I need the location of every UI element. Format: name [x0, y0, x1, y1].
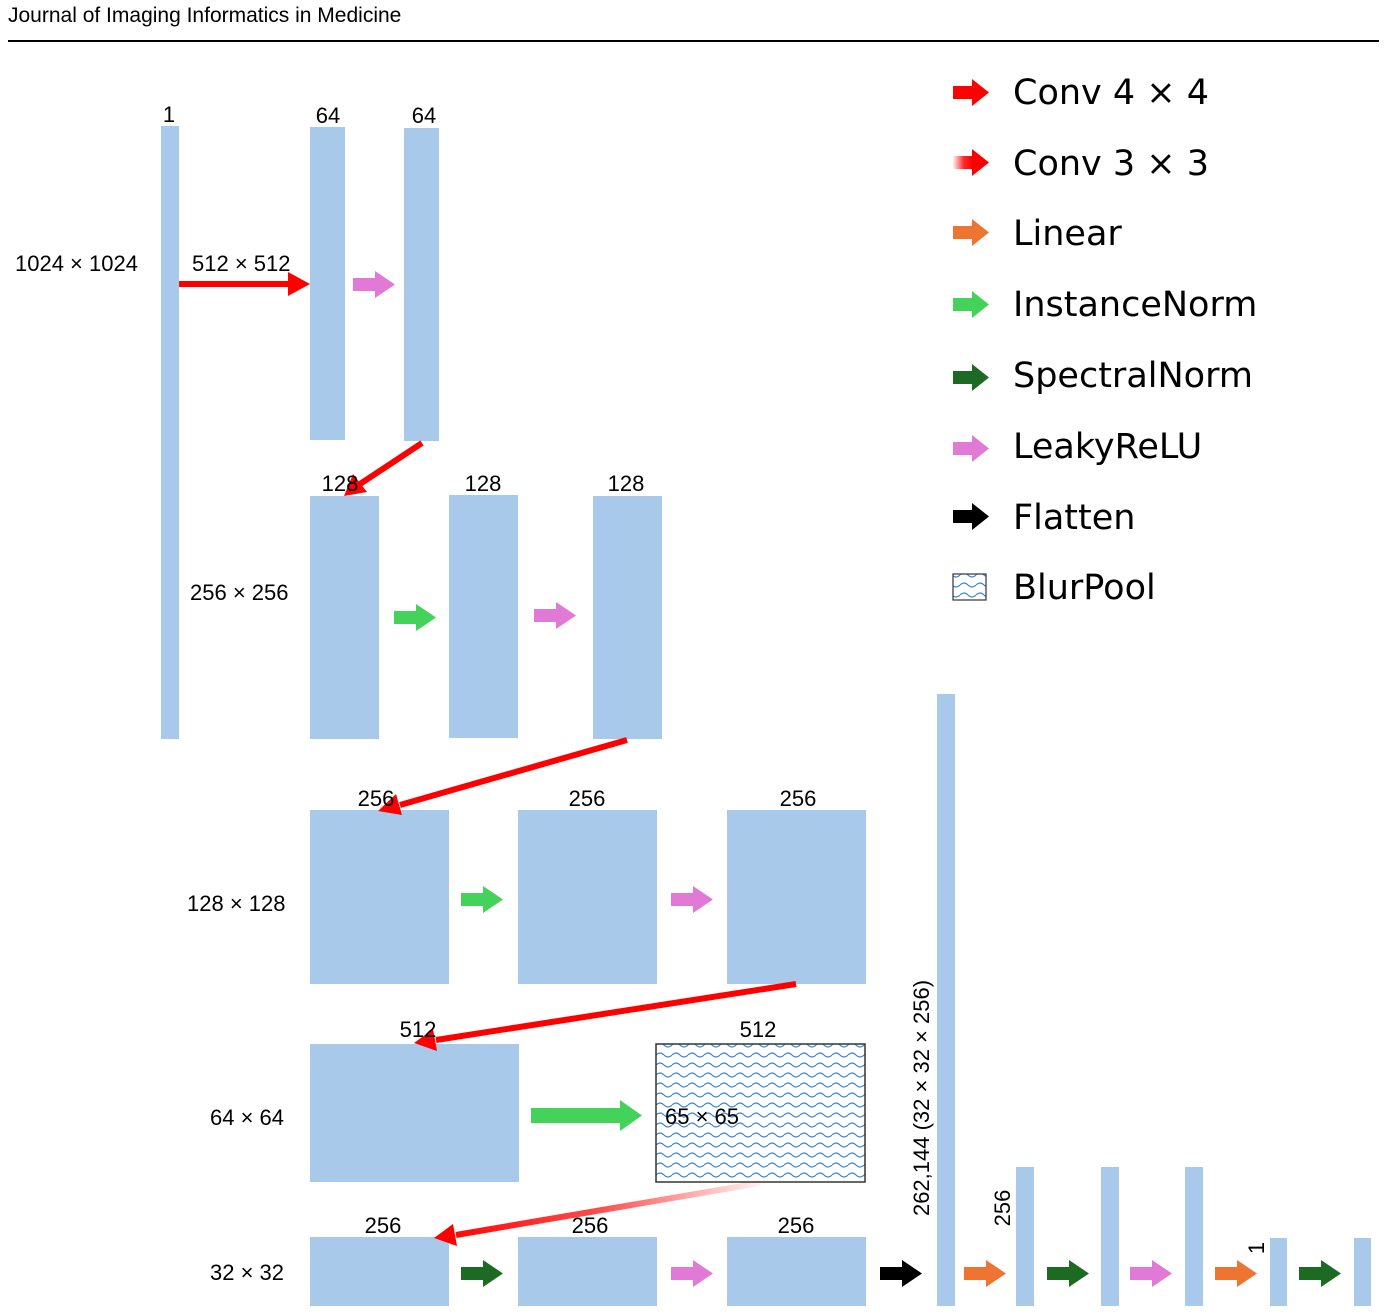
- size-label-256: 256 × 256: [190, 580, 288, 605]
- legend-label-leakyrelu: LeakyReLU: [1013, 427, 1202, 467]
- block-128-c: [593, 496, 662, 739]
- linear-arrow-1: [964, 1260, 1006, 1287]
- size-label-1024: 1024 × 1024: [15, 251, 138, 276]
- instancenorm-arrow-row2: [394, 604, 436, 631]
- channel-label-512-b: 512: [740, 1017, 777, 1042]
- input-block: [161, 126, 179, 739]
- channel-label-fc-256: 256: [990, 1190, 1015, 1227]
- green-arrow-icon: [953, 291, 989, 318]
- size-label-128: 128 × 128: [187, 891, 285, 916]
- channel-label-32-a: 256: [365, 1213, 402, 1238]
- fc-1-b: [1354, 1238, 1371, 1306]
- spectralnorm-arrow-row5: [461, 1260, 503, 1287]
- red-arrow-icon: [953, 79, 989, 106]
- channel-label-64-a: 64: [316, 103, 340, 128]
- channel-label-256-b: 256: [569, 786, 606, 811]
- gradient-red-arrow-icon: [953, 149, 989, 176]
- blurpool-pattern-icon: [952, 573, 987, 601]
- block-32-b: [518, 1237, 657, 1306]
- black-arrow-icon: [953, 503, 989, 530]
- channel-label-256-c: 256: [780, 786, 817, 811]
- conv4-arrow-3: [378, 737, 628, 815]
- leakyrelu-arrow-row3: [671, 886, 713, 913]
- linear-arrow-2: [1215, 1260, 1257, 1287]
- fc-1-a: [1270, 1238, 1287, 1306]
- legend-item-conv3: Conv 3 × 3: [953, 144, 1209, 184]
- block-256-c: [727, 810, 866, 984]
- block-512-a: [310, 1044, 519, 1182]
- pink-arrow-icon: [953, 435, 989, 462]
- spectralnorm-arrow-fc1: [1047, 1260, 1089, 1287]
- block-32-a: [310, 1237, 449, 1306]
- instancenorm-arrow-row4: [531, 1100, 642, 1131]
- legend-label-conv3: Conv 3 × 3: [1013, 144, 1209, 184]
- block-128-a: [310, 496, 379, 739]
- spectralnorm-arrow-fc2: [1299, 1260, 1341, 1287]
- legend-item-conv4: Conv 4 × 4: [953, 73, 1209, 113]
- legend: Conv 4 × 4 Conv 3 × 3 Linear InstanceNor…: [952, 73, 1257, 608]
- legend-label-conv4: Conv 4 × 4: [1013, 73, 1209, 113]
- block-64-b: [404, 128, 439, 441]
- flatten-vector: [937, 694, 955, 1306]
- instancenorm-arrow-row3: [461, 886, 503, 913]
- block-64-a: [310, 127, 345, 440]
- conv4-arrow-1: [179, 272, 310, 296]
- legend-item-leakyrelu: LeakyReLU: [953, 427, 1202, 467]
- block-256-a: [310, 810, 449, 984]
- legend-label-flatten: Flatten: [1013, 498, 1135, 538]
- leakyrelu-arrow-row5: [671, 1260, 713, 1287]
- channel-label-32-c: 256: [778, 1213, 815, 1238]
- legend-label-instancenorm: InstanceNorm: [1013, 285, 1257, 325]
- journal-header: Journal of Imaging Informatics in Medici…: [8, 4, 402, 27]
- legend-item-blurpool: BlurPool: [952, 568, 1156, 608]
- channel-label-128-c: 128: [608, 471, 645, 496]
- header-rule: [8, 40, 1379, 42]
- channel-label-128-b: 128: [465, 471, 502, 496]
- conv4-arrow-4: [414, 981, 797, 1051]
- legend-item-spectralnorm: SpectralNorm: [953, 356, 1253, 396]
- fc-256-a: [1016, 1167, 1034, 1306]
- blurpool-block-512: [655, 1043, 866, 1183]
- block-128-b: [449, 495, 518, 738]
- legend-label-linear: Linear: [1013, 214, 1122, 254]
- channel-label-64-b: 64: [412, 103, 436, 128]
- leakyrelu-arrow-fc: [1130, 1260, 1172, 1287]
- legend-item-linear: Linear: [953, 214, 1122, 254]
- leakyrelu-arrow-row1: [353, 271, 395, 298]
- channel-label-input: 1: [163, 102, 175, 127]
- conv3-arrow: [434, 1180, 761, 1246]
- size-label-64: 64 × 64: [210, 1105, 284, 1130]
- channel-label-fc-1: 1: [1244, 1242, 1269, 1254]
- legend-label-spectralnorm: SpectralNorm: [1013, 356, 1253, 396]
- channel-label-512-a: 512: [400, 1017, 437, 1042]
- block-32-c: [727, 1237, 866, 1306]
- size-label-flatten: 262,144 (32 × 32 × 256): [909, 980, 934, 1216]
- dark-green-arrow-icon: [953, 364, 989, 391]
- conv4-arrow-2: [344, 440, 424, 496]
- block-256-b: [518, 810, 657, 984]
- legend-item-instancenorm: InstanceNorm: [953, 285, 1257, 325]
- size-label-32: 32 × 32: [210, 1260, 284, 1285]
- channel-label-256-a: 256: [358, 786, 395, 811]
- channel-label-128-a: 128: [322, 471, 359, 496]
- flatten-arrow: [880, 1260, 922, 1287]
- fc-256-b: [1101, 1167, 1119, 1306]
- legend-item-flatten: Flatten: [953, 498, 1135, 538]
- legend-label-blurpool: BlurPool: [1013, 568, 1156, 608]
- size-label-65: 65 × 65: [665, 1104, 739, 1129]
- size-label-512: 512 × 512: [192, 251, 290, 276]
- orange-arrow-icon: [953, 219, 989, 246]
- fc-256-c: [1185, 1167, 1203, 1306]
- channel-label-32-b: 256: [572, 1213, 609, 1238]
- leakyrelu-arrow-row2: [534, 602, 576, 629]
